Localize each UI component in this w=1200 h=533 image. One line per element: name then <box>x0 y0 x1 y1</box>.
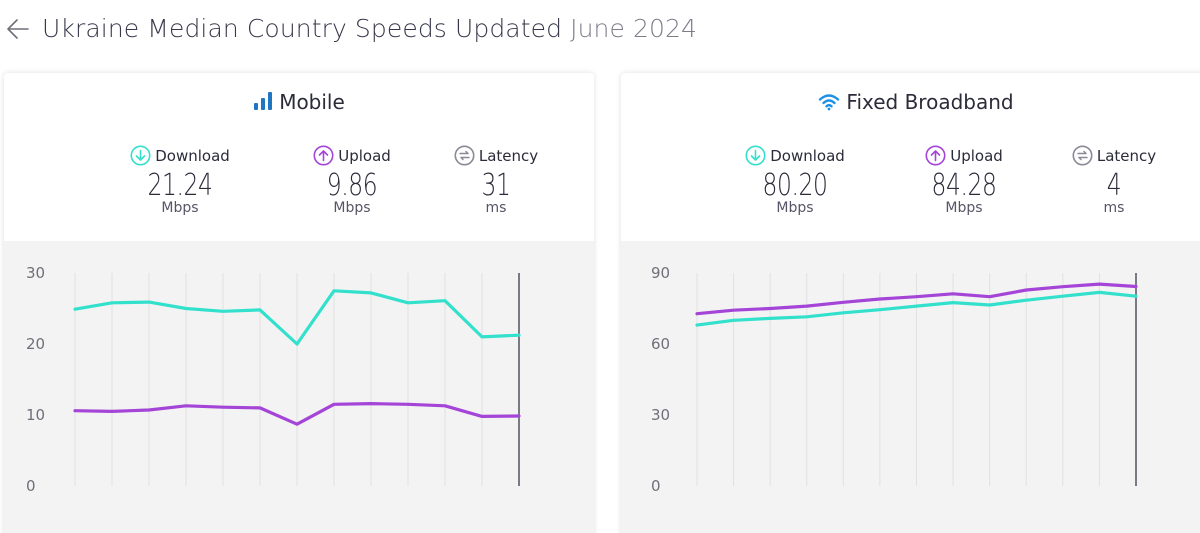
page-header: Ukraine Median Country Speeds Updated Ju… <box>0 0 1200 60</box>
y-tick-label: 60 <box>651 335 670 353</box>
download-series-line[interactable] <box>73 289 521 346</box>
upload-series-line[interactable] <box>73 402 521 426</box>
y-tick-label: 30 <box>26 264 45 282</box>
fixed-title-text: Fixed Broadband <box>846 90 1014 114</box>
download-label: Download <box>155 147 230 165</box>
mobile-latency-metric: Latency 31 ms <box>426 145 566 216</box>
upload-label: Upload <box>950 147 1003 165</box>
fixed-broadband-card: Fixed Broadband Download 80.20 Mbps Uplo… <box>621 73 1200 533</box>
upload-value: 9.86 <box>326 168 378 203</box>
latency-value: 31 <box>481 168 511 203</box>
fixed-chart[interactable]: 90 60 30 0 <box>621 241 1200 533</box>
arrow-left-icon[interactable] <box>5 16 31 42</box>
upload-arrow-icon <box>313 145 334 166</box>
latency-label: Latency <box>478 147 539 165</box>
download-value: 21.24 <box>147 168 213 203</box>
mobile-title-text: Mobile <box>279 90 345 114</box>
latency-label: Latency <box>1096 147 1157 165</box>
mobile-download-metric: Download 21.24 Mbps <box>110 145 250 216</box>
upload-unit: Mbps <box>945 200 983 216</box>
mobile-card-title: Mobile <box>4 90 594 114</box>
y-tick-label: 0 <box>26 477 36 495</box>
y-tick-label: 20 <box>26 335 45 353</box>
download-value: 80.20 <box>762 168 828 203</box>
latency-icon <box>1072 145 1093 166</box>
latency-value: 4 <box>1106 168 1122 203</box>
download-unit: Mbps <box>776 200 814 216</box>
fixed-card-title: Fixed Broadband <box>621 90 1200 114</box>
fixed-upload-metric: Upload 84.28 Mbps <box>894 145 1034 216</box>
upload-label: Upload <box>338 147 391 165</box>
latency-icon <box>454 145 475 166</box>
mobile-card: Mobile Download 21.24 Mbps Upload 9.86 M… <box>4 73 594 533</box>
upload-arrow-icon <box>925 145 946 166</box>
mobile-chart-svg[interactable]: 30 20 10 0 <box>4 241 594 533</box>
y-tick-label: 30 <box>651 406 670 424</box>
signal-bars-icon <box>254 92 273 110</box>
download-label: Download <box>770 147 845 165</box>
upload-unit: Mbps <box>333 200 371 216</box>
page-title-text: Ukraine Median Country Speeds Updated <box>42 14 563 43</box>
mobile-chart[interactable]: 30 20 10 0 <box>4 241 594 533</box>
page-title: Ukraine Median Country Speeds Updated Ju… <box>42 14 697 43</box>
y-tick-label: 10 <box>26 406 45 424</box>
update-date: June 2024 <box>570 14 698 43</box>
upload-series-line[interactable] <box>695 282 1138 316</box>
upload-value: 84.28 <box>931 168 997 203</box>
fixed-download-metric: Download 80.20 Mbps <box>725 145 865 216</box>
fixed-chart-svg[interactable]: 90 60 30 0 <box>621 241 1200 533</box>
fixed-latency-metric: Latency 4 ms <box>1044 145 1184 216</box>
y-tick-label: 90 <box>651 264 670 282</box>
wifi-icon <box>819 94 840 111</box>
download-series-line[interactable] <box>695 290 1138 327</box>
download-arrow-icon <box>130 145 151 166</box>
mobile-upload-metric: Upload 9.86 Mbps <box>282 145 422 216</box>
download-unit: Mbps <box>161 200 199 216</box>
latency-unit: ms <box>485 200 507 216</box>
y-tick-label: 0 <box>651 477 661 495</box>
download-arrow-icon <box>745 145 766 166</box>
latency-unit: ms <box>1103 200 1125 216</box>
